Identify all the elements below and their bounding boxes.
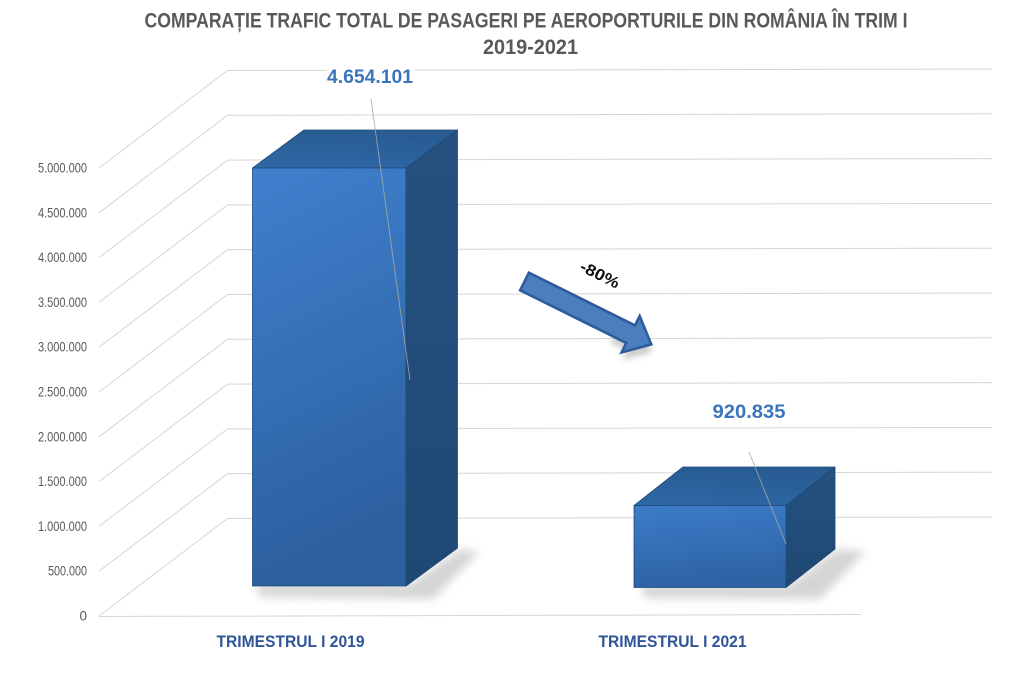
svg-text:5.000.000: 5.000.000 [38, 161, 87, 176]
svg-text:COMPARAȚIE TRAFIC TOTAL DE PAS: COMPARAȚIE TRAFIC TOTAL DE PASAGERI PE A… [145, 9, 908, 33]
svg-text:0: 0 [79, 609, 87, 624]
svg-text:920.835: 920.835 [713, 402, 786, 423]
svg-text:TRIMESTRUL I 2019: TRIMESTRUL I 2019 [217, 632, 365, 651]
svg-text:3.500.000: 3.500.000 [38, 295, 87, 310]
svg-text:4.500.000: 4.500.000 [38, 205, 87, 220]
svg-text:1.000.000: 1.000.000 [38, 519, 87, 534]
svg-text:1.500.000: 1.500.000 [38, 474, 87, 489]
svg-text:4.000.000: 4.000.000 [38, 250, 87, 265]
svg-text:2019-2021: 2019-2021 [483, 36, 578, 59]
svg-text:-80%: -80% [577, 259, 622, 293]
svg-text:500.000: 500.000 [48, 564, 87, 579]
svg-text:TRIMESTRUL I 2021: TRIMESTRUL I 2021 [599, 632, 747, 651]
svg-text:3.000.000: 3.000.000 [38, 340, 87, 355]
svg-text:2.500.000: 2.500.000 [38, 385, 87, 400]
svg-text:4.654.101: 4.654.101 [327, 67, 413, 88]
svg-text:2.000.000: 2.000.000 [38, 429, 87, 444]
